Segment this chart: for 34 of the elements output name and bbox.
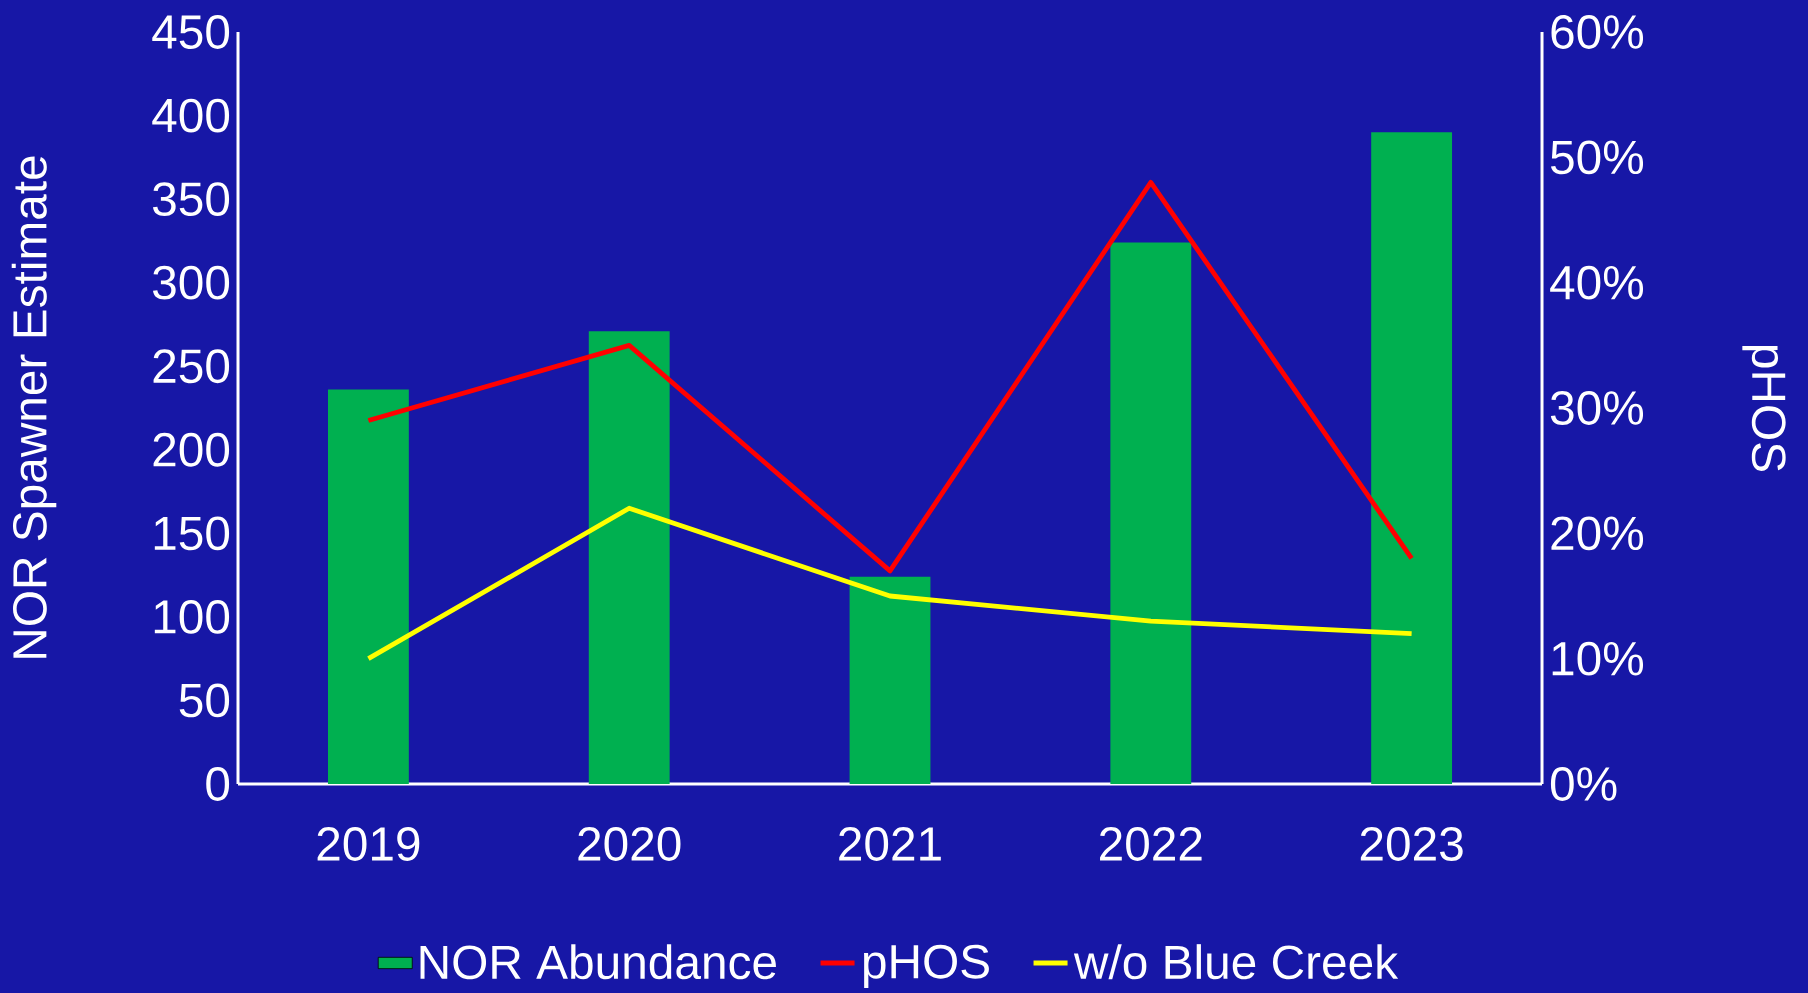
y-tick-label: 350 [152,182,230,217]
legend-label: pHOS [864,944,989,989]
y-tick-label: 0 [206,767,230,801]
x-tick-label: 2020 [578,827,681,861]
y-tick-label: 400 [152,98,230,133]
y2-tick-label: 10% [1552,641,1644,676]
bar [1371,132,1453,784]
legend-label: NOR Abundance [420,944,776,980]
y-tick-label: 300 [152,265,230,300]
y2-axis-title: pHOS [1742,345,1786,471]
y2-tick-label: 0% [1550,767,1617,801]
y2-tick-label: 50% [1550,140,1644,175]
bar [849,576,931,784]
bar [588,331,670,784]
y-tick-label: 250 [153,349,230,384]
y2-tick-label: 40% [1550,265,1644,300]
x-tick-label: 2023 [1360,827,1463,861]
y-tick-label: 150 [154,516,230,551]
x-tick-label: 2022 [1100,827,1202,861]
x-tick-label: 2021 [839,827,941,861]
y2-tick-label: 60% [1551,15,1644,49]
y2-tick-label: 20% [1551,516,1644,551]
y-tick-label: 450 [152,15,230,49]
y-tick-label: 100 [154,599,230,634]
y-axis-title: NOR Spawner Estimate [11,156,57,658]
x-tick-label: 2019 [317,827,420,861]
line-series [366,180,1415,574]
legend-label: w/o Blue Creek [1073,944,1399,980]
line-series [366,505,1415,662]
bar [1110,242,1192,784]
y-tick-label: 50 [179,683,230,718]
y-tick-label: 200 [153,432,230,467]
bar [327,389,409,784]
y2-tick-label: 30% [1550,391,1644,425]
